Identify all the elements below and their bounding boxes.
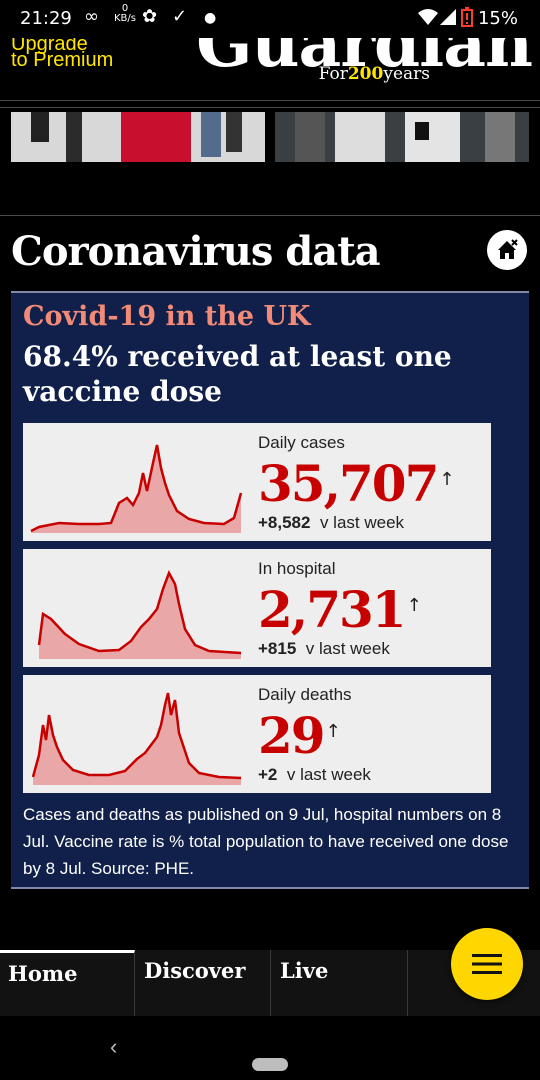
home-shortcut-button[interactable] xyxy=(487,230,527,270)
divider xyxy=(0,100,540,101)
signal-icon xyxy=(440,9,456,30)
home-icon xyxy=(498,239,518,259)
dot-icon: ● xyxy=(204,10,217,26)
section-title: Coronavirus data xyxy=(11,228,381,275)
daily-deaths-panel: Daily deaths 29 ↑ +2 v last week xyxy=(23,675,491,793)
metric-value: 35,707 ↑ xyxy=(258,454,454,513)
wifi-icon xyxy=(418,8,438,31)
menu-button[interactable] xyxy=(451,928,523,1000)
tab-home[interactable]: Home xyxy=(0,950,135,1016)
covid-data-card[interactable]: Covid-19 in the UK 68.4% received at lea… xyxy=(11,291,529,889)
up-arrow-icon: ↑ xyxy=(439,469,454,490)
clock: 21:29 xyxy=(20,8,72,29)
card-headline: 68.4% received at least one vaccine dose xyxy=(23,340,452,408)
infinity-icon: ∞ xyxy=(84,6,99,27)
daily-deaths-sparkline xyxy=(31,692,242,785)
divider xyxy=(0,215,540,216)
article-thumbnail[interactable] xyxy=(11,112,265,162)
home-gesture-pill[interactable] xyxy=(252,1058,288,1071)
up-arrow-icon: ↑ xyxy=(406,595,422,616)
article-thumbnail[interactable] xyxy=(275,112,529,162)
site-header: Upgrade to Premium Guardian For200years xyxy=(0,38,540,100)
battery-percent: 15% xyxy=(477,8,518,29)
status-bar: 21:29 ∞ 0 KB/s ✿ ✓ ● 15% xyxy=(0,0,540,38)
metric-label: Daily cases xyxy=(258,433,345,452)
in-hospital-sparkline xyxy=(37,570,242,659)
daily-cases-panel: Daily cases 35,707 ↑ +8,582 v last week xyxy=(23,423,491,541)
check-icon: ✓ xyxy=(172,6,188,27)
back-icon[interactable]: ‹ xyxy=(110,1034,118,1059)
metric-change: +2 v last week xyxy=(258,765,371,784)
tab-live[interactable]: Live xyxy=(272,950,408,1016)
card-footnote: Cases and deaths as published on 9 Jul, … xyxy=(23,805,509,878)
upgrade-premium-link[interactable]: Upgrade to Premium xyxy=(11,38,114,71)
metric-change: +815 v last week xyxy=(258,639,390,658)
metric-value: 2,731 ↑ xyxy=(258,580,422,639)
metric-change: +8,582 v last week xyxy=(258,513,405,532)
system-navigation-bar: ‹ xyxy=(0,1016,540,1080)
divider xyxy=(0,107,540,108)
metric-label: In hospital xyxy=(258,559,336,578)
metric-label: Daily deaths xyxy=(258,685,352,704)
bottom-tab-bar: Home Discover Live xyxy=(0,950,540,1016)
tagline: For200years xyxy=(318,64,430,84)
coronavirus-icon: ✿ xyxy=(142,6,158,27)
card-kicker: Covid-19 in the UK xyxy=(23,301,311,332)
up-arrow-icon: ↑ xyxy=(325,721,341,742)
guardian-logo[interactable]: Guardian xyxy=(196,38,533,82)
daily-cases-sparkline xyxy=(30,444,243,533)
hamburger-menu-icon xyxy=(472,954,502,974)
in-hospital-panel: In hospital 2,731 ↑ +815 v last week xyxy=(23,549,491,667)
speed-icon: 0 KB/s xyxy=(114,3,136,24)
tab-discover[interactable]: Discover xyxy=(136,950,271,1016)
battery-alert-icon xyxy=(461,7,473,32)
metric-value: 29 ↑ xyxy=(258,706,341,765)
